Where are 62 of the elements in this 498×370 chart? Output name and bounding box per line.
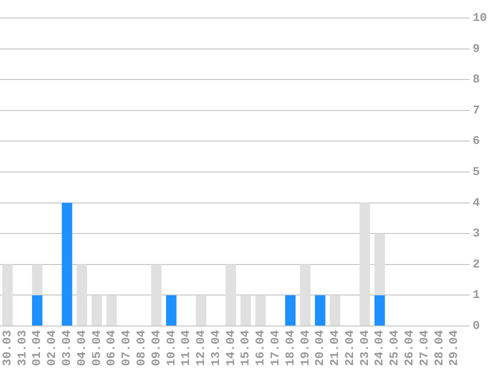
bar — [196, 295, 206, 326]
bar — [374, 295, 385, 326]
y-tick-label: 6 — [472, 134, 480, 148]
bar — [32, 264, 42, 296]
x-tick-label: 11.04 — [179, 330, 194, 366]
y-tick-label: 3 — [472, 226, 480, 241]
bar — [2, 264, 13, 326]
y-tick-label: 1 — [472, 288, 480, 302]
x-tick-label: 13.04 — [208, 330, 223, 366]
y-tick-label: 7 — [472, 103, 480, 118]
x-tick-label: 28.04 — [432, 330, 446, 366]
bar — [300, 264, 310, 326]
bar — [62, 202, 72, 326]
x-tick-label: 19.04 — [298, 330, 312, 366]
x-tick-label: 10.04 — [164, 330, 178, 366]
x-tick-label: 25.04 — [388, 330, 402, 366]
bar — [166, 295, 176, 326]
bar — [360, 202, 370, 326]
x-tick-label: 01.04 — [30, 330, 44, 366]
bar — [92, 295, 102, 326]
x-tick-label: 07.04 — [120, 330, 134, 366]
bar — [106, 295, 117, 326]
bar — [226, 264, 236, 326]
y-tick-label: 9 — [472, 42, 480, 56]
x-tick-label: 15.04 — [238, 330, 253, 366]
x-tick-label: 09.04 — [149, 330, 164, 366]
x-tick-label: 02.04 — [45, 330, 60, 366]
bar — [151, 264, 162, 326]
y-tick-label: 4 — [472, 196, 480, 210]
y-tick-label: 5 — [472, 165, 480, 180]
y-tick-label: 2 — [472, 257, 480, 272]
x-tick-label: 08.04 — [134, 330, 148, 366]
x-tick-label: 03.04 — [60, 330, 74, 366]
y-tick-label: 10 — [472, 11, 488, 26]
x-tick-label: 12.04 — [194, 330, 208, 366]
bar — [240, 295, 251, 326]
x-tick-label: 29.04 — [447, 330, 462, 366]
x-tick-label: 22.04 — [342, 330, 357, 366]
x-tick-label: 17.04 — [268, 330, 282, 366]
x-tick-label: 04.04 — [74, 330, 89, 366]
bar — [32, 295, 42, 326]
x-tick-label: 18.04 — [283, 330, 298, 366]
bar — [374, 234, 385, 296]
x-tick-label: 21.04 — [328, 330, 342, 366]
x-tick-label: 14.04 — [224, 330, 238, 366]
y-tick-label: 8 — [472, 72, 480, 87]
y-tick-label: 0 — [472, 319, 480, 334]
x-tick-label: 06.04 — [104, 330, 119, 366]
x-tick-label: 27.04 — [417, 330, 432, 366]
x-tick-label: 05.04 — [90, 330, 104, 366]
x-tick-label: 31.03 — [15, 330, 30, 366]
x-tick-label: 30.03 — [0, 330, 14, 366]
x-tick-label: 20.04 — [313, 330, 328, 366]
bar — [330, 295, 340, 326]
bar — [255, 295, 266, 326]
bar — [285, 295, 296, 326]
x-tick-label: 26.04 — [402, 330, 416, 366]
bar — [314, 295, 326, 326]
x-tick-label: 23.04 — [358, 330, 372, 366]
bar — [76, 264, 88, 326]
x-tick-label: 24.04 — [372, 330, 387, 366]
x-tick-label: 16.04 — [254, 330, 268, 366]
